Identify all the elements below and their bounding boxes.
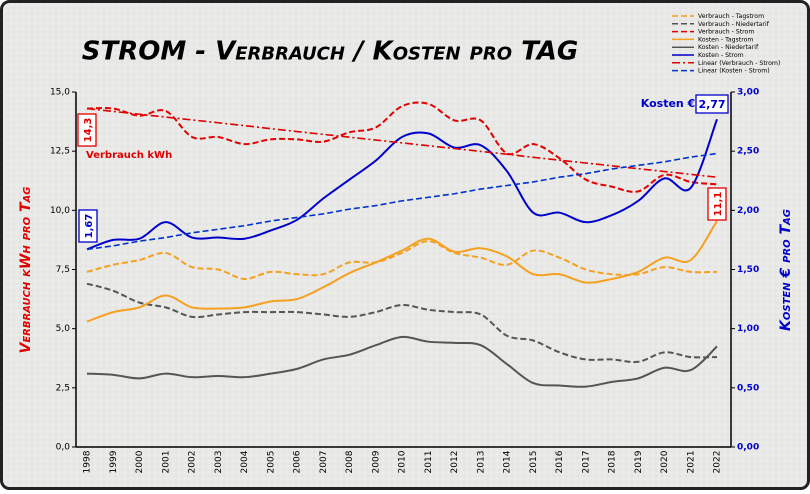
annotation-frame	[77, 113, 97, 147]
x-tick-label: 2008	[345, 450, 355, 473]
y2-tick-label: 2,00	[737, 206, 759, 216]
y2-tick-label: 0,50	[737, 383, 759, 393]
annotation-frame	[695, 94, 729, 114]
x-tick-label: 2004	[240, 450, 250, 473]
x-tick-label: 2021	[686, 451, 696, 474]
x-tick-label: 1999	[109, 450, 119, 473]
x-tick-label: 2014	[503, 450, 513, 473]
x-tick-label: 2002	[188, 451, 198, 474]
annotation: 11,1	[713, 192, 724, 217]
y2-axis-label: Kosten € pro Tag	[778, 209, 794, 331]
legend-label: Verbrauch - Strom	[698, 29, 754, 36]
series-line	[86, 107, 718, 178]
x-tick-label: 2012	[450, 451, 460, 474]
series-line	[86, 152, 718, 251]
x-tick-label: 2006	[293, 450, 303, 473]
series-line	[86, 282, 718, 364]
y2-tick-label: 0,00	[737, 443, 759, 453]
x-tick-label: 2000	[135, 450, 145, 473]
annotation-box: 14,3	[77, 113, 97, 147]
y-tick-label: 12,5	[50, 147, 70, 157]
annotation: Kosten €	[641, 97, 695, 110]
annotation: 2,77	[698, 98, 725, 111]
annotation: 14,3	[83, 118, 94, 143]
legend-label: Kosten - Strom	[698, 52, 744, 59]
x-tick-label: 2013	[476, 451, 486, 474]
x-tick-label: 2009	[371, 450, 381, 473]
x-tick-label: 2011	[424, 451, 434, 474]
series-line	[86, 101, 718, 193]
chart-title: STROM - Verbrauch / Kosten pro TAG	[82, 37, 579, 67]
legend-label: Linear (Kosten - Strom)	[698, 68, 770, 75]
x-tick-label: 2007	[319, 451, 329, 474]
y2-tick-label: 2,50	[737, 147, 759, 157]
annotation-frame	[78, 209, 98, 243]
y-axis-label: Verbrauch kWh pro Tag	[18, 186, 34, 353]
y2-tick-label: 1,50	[737, 265, 759, 275]
annotation-box: 1,67	[78, 209, 98, 243]
y-tick-label: 10,0	[50, 206, 70, 216]
annotation-box: 2,77	[695, 94, 729, 114]
y-tick-label: 0,0	[56, 443, 71, 453]
legend-label: Verbrauch - Tagstrom	[698, 13, 764, 20]
x-tick-label: 2001	[161, 451, 171, 474]
x-tick-label: 1998	[83, 450, 93, 473]
series-line	[86, 335, 718, 388]
annotation-frame	[707, 187, 727, 221]
x-tick-label: 2016	[555, 450, 565, 473]
y2-tick-label: 3,00	[737, 88, 759, 98]
x-tick-label: 2017	[581, 451, 591, 474]
x-tick-label: 2010	[398, 450, 408, 473]
y-tick-label: 7,5	[56, 265, 70, 275]
y-tick-label: 2,5	[56, 383, 70, 393]
series-line	[86, 220, 718, 323]
y-tick-label: 15,0	[50, 88, 70, 98]
x-tick-label: 2015	[529, 451, 539, 474]
y-tick-label: 5,0	[56, 324, 71, 334]
annotation-box: 11,1	[707, 187, 727, 221]
x-tick-label: 2020	[660, 450, 670, 473]
annotation: Verbrauch kWh	[86, 150, 172, 161]
annotation: 1,67	[84, 214, 95, 239]
legend-label: Kosten - Niedertarif	[698, 44, 759, 51]
series-line	[86, 240, 718, 280]
legend-label: Linear (Verbrauch - Strom)	[698, 60, 780, 67]
x-tick-label: 2019	[634, 450, 644, 473]
x-tick-label: 2022	[713, 451, 723, 474]
x-tick-label: 2005	[266, 451, 276, 474]
y2-tick-label: 1,00	[737, 324, 759, 334]
series-line	[86, 118, 718, 251]
legend-label: Verbrauch - Niedertarif	[698, 21, 770, 28]
x-tick-label: 2003	[214, 451, 224, 474]
legend-label: Kosten - Tagstrom	[698, 36, 753, 43]
x-tick-label: 2018	[608, 450, 618, 473]
